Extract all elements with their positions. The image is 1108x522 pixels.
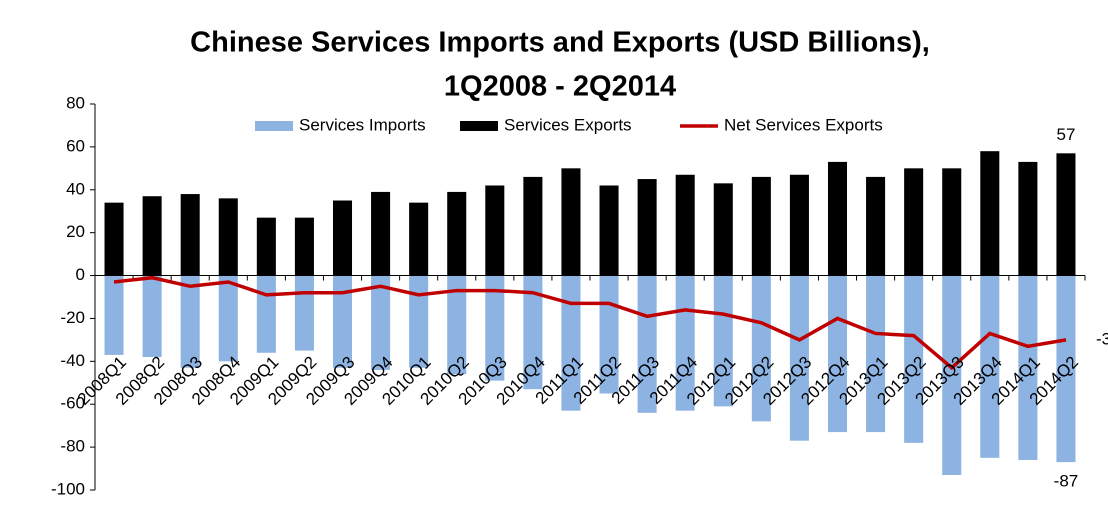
y-tick-label: 0	[76, 265, 85, 284]
bar	[866, 275, 886, 433]
bar	[104, 275, 124, 355]
bar	[485, 185, 505, 276]
y-tick-label: -60	[60, 394, 85, 413]
bar	[561, 168, 581, 276]
bar	[371, 275, 391, 370]
bar	[789, 174, 809, 276]
bar	[447, 191, 467, 276]
data-label: 57	[1057, 125, 1076, 144]
bar	[980, 151, 1000, 276]
bar	[980, 275, 1000, 458]
bar	[218, 275, 238, 362]
chart-title: 1Q2008 - 2Q2014	[444, 71, 676, 103]
bar	[751, 275, 771, 422]
bar	[142, 275, 162, 358]
bar	[789, 275, 809, 441]
bar	[447, 275, 467, 375]
bar	[942, 168, 962, 276]
legend-label: Net Services Exports	[724, 115, 883, 134]
bar	[1018, 275, 1038, 460]
bar	[142, 196, 162, 276]
bar	[256, 275, 276, 353]
bar	[523, 275, 543, 390]
y-tick-label: 80	[66, 93, 85, 112]
bar	[332, 200, 353, 276]
bar	[827, 161, 848, 276]
y-tick-label: 60	[66, 136, 85, 155]
bar	[637, 275, 657, 413]
data-label: -87	[1054, 472, 1079, 491]
bar	[942, 275, 962, 475]
bar	[1056, 275, 1076, 463]
bar	[294, 275, 314, 351]
y-tick-label: 40	[66, 179, 85, 198]
bar	[409, 275, 429, 368]
bar	[637, 179, 657, 276]
bar	[675, 174, 695, 276]
bar	[218, 198, 238, 276]
data-label: -30	[1096, 329, 1108, 348]
bar	[599, 185, 619, 276]
legend-swatch	[460, 121, 498, 131]
bar	[409, 202, 429, 276]
chart-title: Chinese Services Imports and Exports (US…	[190, 27, 930, 59]
bar	[523, 176, 543, 276]
legend-label: Services Exports	[504, 115, 632, 134]
y-tick-label: -40	[60, 351, 85, 370]
line	[113, 275, 1067, 371]
bar	[827, 275, 848, 433]
y-tick-label: -80	[60, 437, 85, 456]
y-tick-label: -100	[51, 479, 85, 498]
legend-label: Services Imports	[299, 115, 426, 134]
bar	[1056, 153, 1076, 276]
bar	[713, 183, 733, 276]
bar	[561, 275, 581, 411]
bar	[371, 191, 391, 276]
bar	[332, 275, 353, 368]
bar	[294, 217, 314, 276]
bar	[180, 194, 200, 276]
y-tick-label: -20	[60, 308, 85, 327]
bar	[256, 217, 276, 276]
bar	[104, 202, 124, 276]
bar	[904, 275, 924, 443]
bar	[751, 176, 771, 276]
bar	[180, 275, 200, 368]
bar	[866, 176, 886, 276]
bar	[713, 275, 733, 407]
legend-swatch	[255, 121, 293, 131]
bar	[1018, 161, 1038, 276]
bar	[904, 168, 924, 276]
bar	[485, 275, 505, 381]
y-tick-label: 20	[66, 222, 85, 241]
